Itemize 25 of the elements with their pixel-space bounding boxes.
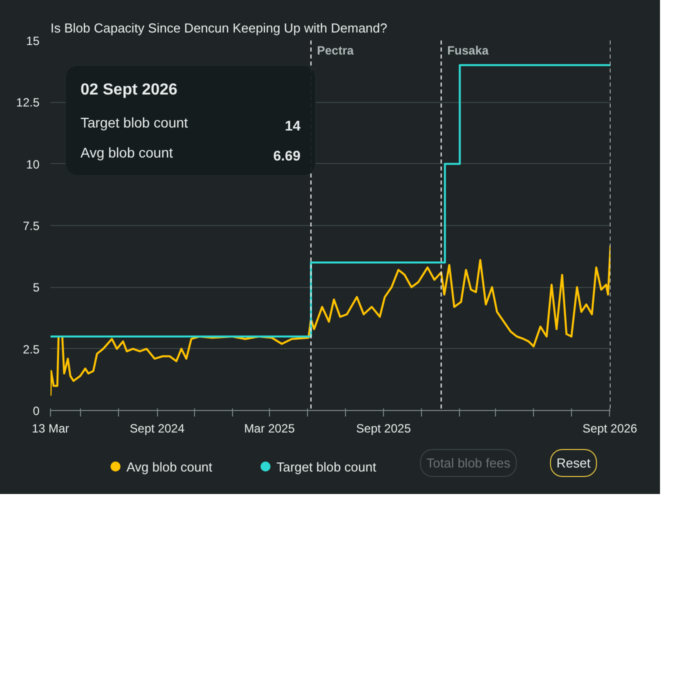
- annotation: 14: [284, 118, 301, 134]
- text: Total blob fees: [426, 456, 511, 470]
- annotation: 02 Sept 2026: [80, 82, 178, 98]
- ref-line-label: Pectra: [316, 44, 354, 58]
- legend-label: Target blob count: [276, 460, 377, 474]
- annotation: Target blob count: [80, 114, 188, 130]
- annotation: Avg blob count: [80, 144, 173, 160]
- annotation: 6.69: [273, 148, 301, 164]
- x-tick-label: Sept 2024: [130, 422, 185, 436]
- x-tick-label: 13 Mar: [32, 422, 70, 436]
- y-tick-label: 15: [26, 34, 40, 48]
- line-series: [50, 244, 610, 397]
- y-tick-label: 7.5: [22, 219, 40, 233]
- y-tick-label: 10: [26, 157, 40, 172]
- y-tick-label: 2.5: [22, 342, 40, 356]
- legend-label: Avg blob count: [126, 460, 213, 474]
- chart-title: Is Blob Capacity Since Dencun Keeping Up with Demand?: [50, 20, 388, 36]
- ref-line-label: Fusaka: [447, 44, 489, 58]
- y-tick-label: 5: [32, 280, 40, 295]
- x-tick-label: Sept 2026: [582, 422, 638, 436]
- text: Reset: [556, 456, 591, 470]
- x-tick-label: Mar 2025: [244, 422, 296, 436]
- y-tick-label: 12.5: [16, 96, 40, 110]
- x-tick-label: Sept 2025: [356, 422, 412, 436]
- y-tick-label: 0: [32, 404, 40, 418]
